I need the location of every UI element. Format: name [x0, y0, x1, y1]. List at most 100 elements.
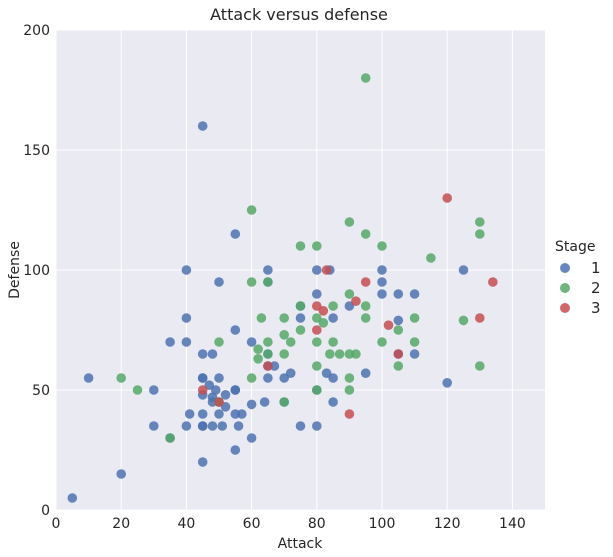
x-tick-label: 100 [369, 516, 396, 532]
data-point-stage-2 [475, 217, 485, 227]
data-point-stage-1 [458, 265, 469, 275]
data-point-stage-1 [377, 289, 387, 299]
data-point-stage-3 [321, 265, 332, 275]
data-point-stage-2 [475, 361, 485, 371]
data-point-stage-1 [393, 289, 404, 299]
data-point-stage-2 [246, 277, 257, 287]
data-point-stage-3 [214, 397, 224, 407]
y-tick-label: 200 [23, 23, 50, 39]
data-point-stage-2 [263, 277, 273, 287]
data-point-stage-1 [230, 325, 241, 335]
data-point-stage-1 [295, 421, 306, 431]
data-point-stage-2 [132, 385, 143, 395]
data-point-stage-3 [393, 349, 404, 359]
data-point-stage-2 [458, 315, 469, 326]
data-point-stage-1 [181, 421, 192, 431]
data-point-stage-2 [279, 397, 290, 407]
data-point-stage-1 [207, 421, 218, 431]
data-point-stage-1 [67, 493, 78, 503]
data-point-stage-1 [312, 289, 322, 299]
data-point-stage-2 [334, 349, 345, 359]
data-point-stage-3 [475, 313, 485, 323]
data-point-stage-2 [295, 301, 306, 311]
x-tick-label: 20 [112, 516, 130, 532]
data-point-stage-2 [377, 337, 387, 347]
data-point-stage-1 [312, 421, 322, 431]
data-point-stage-3 [344, 409, 355, 419]
data-point-stage-1 [181, 313, 192, 323]
data-point-stage-1 [197, 121, 208, 131]
data-point-stage-2 [409, 337, 420, 347]
data-point-stage-1 [442, 378, 453, 388]
data-point-stage-2 [263, 337, 273, 347]
legend-marker-stage-2 [560, 283, 570, 293]
data-point-stage-3 [442, 193, 453, 203]
x-tick-label: 80 [308, 516, 326, 532]
data-point-stage-2 [285, 337, 296, 347]
chart-title: Attack versus defense [210, 5, 388, 24]
data-point-stage-1 [409, 349, 420, 359]
data-point-stage-1 [328, 373, 338, 383]
data-point-stage-2 [426, 253, 436, 263]
data-point-stage-2 [377, 241, 387, 251]
data-point-stage-2 [253, 344, 263, 355]
data-point-stage-1 [184, 409, 195, 419]
legend-label-stage-3: 3 [591, 299, 601, 317]
data-point-stage-2 [214, 337, 224, 347]
data-point-stage-1 [409, 289, 420, 299]
legend-marker-stage-1 [560, 263, 570, 273]
x-tick-label: 120 [434, 516, 461, 532]
data-point-stage-2 [360, 229, 371, 239]
data-point-stage-2 [246, 373, 257, 383]
data-point-stage-1 [246, 399, 257, 410]
data-point-stage-1 [149, 385, 159, 395]
data-point-stage-2 [328, 337, 338, 347]
x-axis-label: Attack [278, 536, 324, 552]
data-point-stage-2 [351, 349, 361, 359]
data-point-stage-1 [181, 337, 192, 347]
data-point-stage-2 [360, 313, 371, 323]
data-point-stage-2 [295, 241, 306, 251]
data-point-stage-2 [360, 301, 371, 311]
data-point-stage-2 [344, 373, 355, 383]
legend: Stage 1 2 3 [555, 239, 601, 317]
data-point-stage-1 [328, 313, 338, 323]
y-tick-label: 0 [41, 503, 50, 519]
data-point-stage-1 [233, 421, 244, 431]
data-point-stage-2 [393, 325, 404, 335]
data-point-stage-2 [393, 361, 404, 371]
data-point-stage-3 [312, 325, 322, 335]
data-point-stage-1 [230, 445, 241, 455]
data-point-stage-2 [344, 217, 355, 227]
data-point-stage-3 [197, 385, 208, 395]
legend-items: 1 2 3 [560, 259, 601, 317]
x-tick-label: 60 [243, 516, 261, 532]
data-point-stage-3 [383, 320, 394, 331]
data-point-stage-1 [295, 313, 306, 323]
data-point-stage-1 [246, 337, 257, 347]
data-point-stage-2 [328, 301, 338, 311]
data-point-stage-2 [360, 73, 371, 83]
data-point-stage-2 [279, 313, 290, 323]
legend-marker-stage-3 [560, 303, 570, 313]
data-point-stage-2 [344, 385, 355, 395]
data-point-stage-1 [116, 469, 126, 479]
data-point-stage-1 [312, 265, 322, 275]
data-point-stage-2 [312, 337, 322, 347]
data-point-stage-1 [220, 390, 231, 400]
data-point-stage-1 [217, 421, 228, 431]
data-point-stage-1 [214, 409, 224, 419]
data-points [67, 73, 498, 503]
data-point-stage-1 [214, 277, 224, 287]
data-point-stage-1 [197, 457, 208, 467]
data-point-stage-2 [318, 318, 329, 328]
x-tick-label: 40 [177, 516, 195, 532]
data-point-stage-2 [312, 361, 322, 371]
data-point-stage-1 [393, 315, 404, 326]
data-point-stage-1 [230, 229, 241, 239]
x-tick-label: 0 [52, 516, 61, 532]
data-point-stage-1 [230, 385, 241, 395]
legend-label-stage-1: 1 [591, 259, 601, 277]
data-point-stage-2 [295, 325, 306, 335]
